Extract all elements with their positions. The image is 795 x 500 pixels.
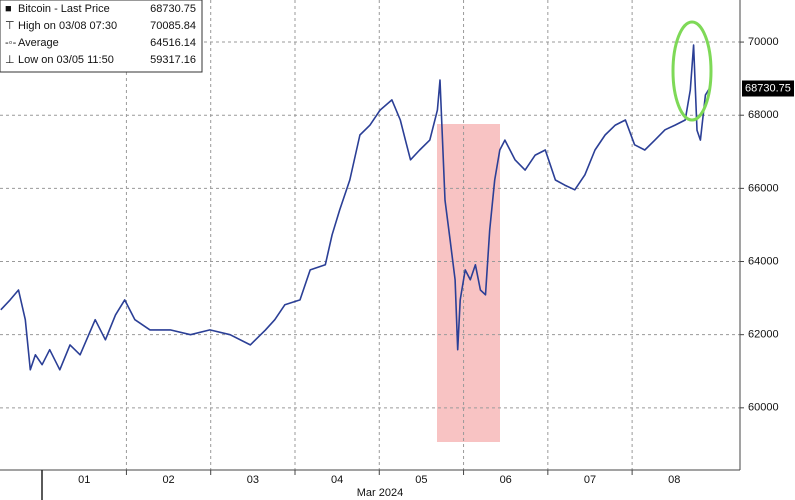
- legend-icon: ⊤: [5, 20, 15, 32]
- x-tick-label: 02: [162, 474, 174, 486]
- legend-value: 70085.84: [150, 20, 196, 32]
- x-axis-label: Mar 2024: [357, 487, 403, 499]
- y-tick-label: 66000: [748, 182, 779, 194]
- legend-icon: ⊥: [5, 54, 15, 66]
- axes: 60000 62000 64000 66000 68000 70000 01 02 03 04 05…: [78, 36, 794, 486]
- y-tick-label: 62000: [748, 329, 779, 341]
- legend-value: 59317.16: [150, 54, 196, 66]
- highlight-ellipse: [671, 20, 713, 122]
- legend: ■ Bitcoin - Last Price 68730.75 ⊤ High on 03…: [0, 0, 203, 73]
- legend-value: 64516.14: [150, 37, 196, 49]
- plot: [0, 44, 711, 371]
- x-tick-label: 07: [584, 474, 596, 486]
- legend-label: Average: [18, 37, 59, 49]
- x-tick-label: 04: [331, 474, 343, 486]
- y-tick-label: 68000: [748, 109, 779, 121]
- x-tick-label: 05: [415, 474, 427, 486]
- x-tick-label: 01: [78, 474, 90, 486]
- legend-icon: -◦-: [5, 37, 17, 49]
- legend-label: Bitcoin - Last Price: [18, 3, 110, 15]
- y-tick-label: 64000: [748, 255, 779, 267]
- x-tick-label: 03: [247, 474, 259, 486]
- last-price-tag: [742, 80, 794, 97]
- y-tick-label: 60000: [748, 402, 779, 414]
- grid: [0, 0, 740, 470]
- x-tick-label: 06: [500, 474, 512, 486]
- legend-value: 68730.75: [150, 3, 196, 15]
- legend-label: High on 03/08 07:30: [18, 20, 117, 32]
- legend-label: Low on 03/05 11:50: [18, 54, 114, 66]
- highlight-region: [437, 124, 500, 442]
- x-tick-label: 08: [668, 474, 680, 486]
- last-price-label: 68730.75: [745, 82, 791, 94]
- price-line: [0, 44, 711, 371]
- y-tick-label: 70000: [748, 36, 779, 48]
- legend-icon: ■: [5, 3, 12, 15]
- legend-box: [0, 0, 203, 73]
